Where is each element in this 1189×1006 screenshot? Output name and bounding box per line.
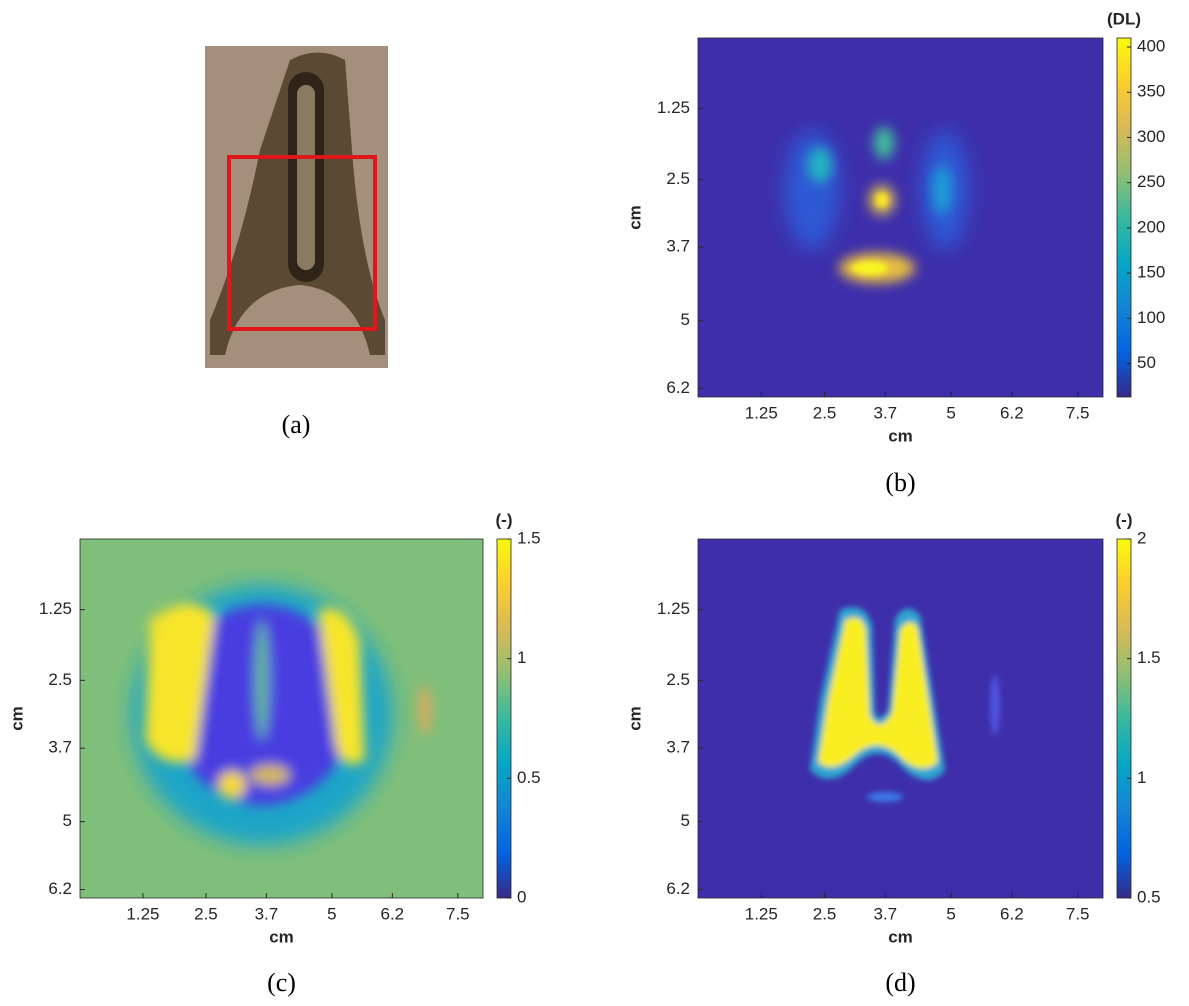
colorbar-tick-label: 350 <box>1137 82 1165 101</box>
caption: (a) <box>282 410 311 439</box>
colorbar <box>1116 37 1132 398</box>
colorbar-tick-label: 2 <box>1137 528 1146 547</box>
x-tick-label: 2.5 <box>813 904 837 923</box>
colorbar-label: (-) <box>1116 510 1133 529</box>
x-tick-label: 1.25 <box>745 403 778 422</box>
y-tick-label: 6.2 <box>666 879 690 898</box>
y-tick-label: 1.25 <box>657 98 690 117</box>
axes-box <box>79 538 484 899</box>
colorbar-tick-label: 1.5 <box>517 528 541 547</box>
colorbar-tick-label: 1 <box>1137 768 1146 787</box>
x-tick-label: 5 <box>946 403 955 422</box>
x-tick-label: 3.7 <box>255 904 279 923</box>
y-tick-label: 5 <box>63 811 72 830</box>
heatmap-image <box>698 539 1103 898</box>
colorbar-tick-label: 50 <box>1137 353 1156 372</box>
y-tick-label: 1.25 <box>39 599 72 618</box>
colorbar-tick-label: 200 <box>1137 217 1165 236</box>
y-tick-label: 2.5 <box>666 670 690 689</box>
x-axis-label: cm <box>888 426 913 445</box>
x-tick-label: 2.5 <box>194 904 218 923</box>
x-axis-label: cm <box>888 927 913 946</box>
y-tick-label: 3.7 <box>48 738 72 757</box>
x-tick-label: 6.2 <box>1000 904 1024 923</box>
caption: (b) <box>885 468 915 497</box>
x-tick-label: 7.5 <box>446 904 470 923</box>
x-tick-label: 7.5 <box>1066 403 1090 422</box>
caption: (c) <box>267 968 296 997</box>
y-axis-label: cm <box>7 706 26 731</box>
y-tick-label: 1.25 <box>657 599 690 618</box>
colorbar-tick-label: 400 <box>1137 37 1165 56</box>
y-tick-label: 6.2 <box>48 879 72 898</box>
colorbar <box>496 538 512 899</box>
y-tick-label: 3.7 <box>666 738 690 757</box>
x-tick-label: 6.2 <box>381 904 405 923</box>
axes-box <box>697 37 1104 398</box>
x-tick-label: 2.5 <box>813 403 837 422</box>
colorbar-tick-label: 250 <box>1137 172 1165 191</box>
axes-box <box>697 538 1104 899</box>
colorbar <box>1116 538 1132 899</box>
colorbar-tick-label: 0 <box>517 887 526 906</box>
x-tick-label: 5 <box>946 904 955 923</box>
y-tick-label: 2.5 <box>48 670 72 689</box>
colorbar-tick-label: 1 <box>517 648 526 667</box>
caption: (d) <box>885 968 915 997</box>
x-tick-label: 3.7 <box>873 904 897 923</box>
y-tick-label: 2.5 <box>666 169 690 188</box>
colorbar-tick-label: 300 <box>1137 127 1165 146</box>
y-axis-label: cm <box>625 706 644 731</box>
y-tick-label: 5 <box>681 811 690 830</box>
x-tick-label: 1.25 <box>126 904 159 923</box>
x-tick-label: 1.25 <box>745 904 778 923</box>
x-tick-label: 6.2 <box>1000 403 1024 422</box>
colorbar-tick-label: 150 <box>1137 263 1165 282</box>
y-tick-label: 5 <box>681 310 690 329</box>
photo <box>205 46 388 368</box>
colorbar-tick-label: 1.5 <box>1137 648 1161 667</box>
colorbar-tick-label: 100 <box>1137 308 1165 327</box>
colorbar-label: (-) <box>496 510 513 529</box>
y-tick-label: 6.2 <box>666 378 690 397</box>
colorbar-tick-label: 0.5 <box>1137 887 1161 906</box>
heatmap-image <box>698 38 1103 397</box>
y-axis-label: cm <box>625 205 644 230</box>
heatmap-image <box>80 539 483 898</box>
x-axis-label: cm <box>269 927 294 946</box>
x-tick-label: 5 <box>327 904 336 923</box>
colorbar-label: (DL) <box>1107 9 1141 28</box>
colorbar-tick-label: 0.5 <box>517 768 541 787</box>
x-tick-label: 7.5 <box>1066 904 1090 923</box>
x-tick-label: 3.7 <box>873 403 897 422</box>
y-tick-label: 3.7 <box>666 237 690 256</box>
